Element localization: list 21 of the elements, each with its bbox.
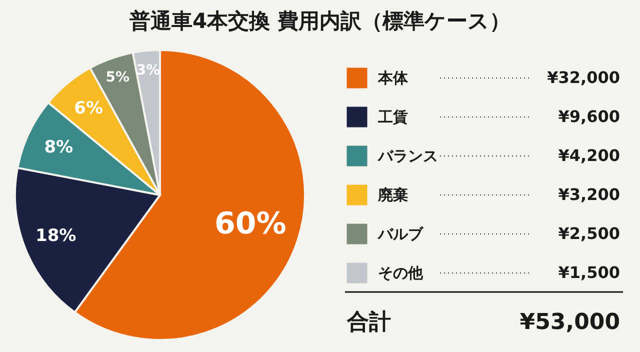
legend-label: バランス xyxy=(377,147,438,165)
legend-label: 廃棄 xyxy=(377,186,408,204)
data-label: 6% xyxy=(74,98,104,119)
text: ¥32,000 xyxy=(547,68,620,87)
text: ¥53,000 xyxy=(520,310,620,335)
legend-label: バルブ xyxy=(377,225,424,243)
data-label: 3% xyxy=(136,62,160,79)
data-label: 18% xyxy=(36,226,76,246)
legend-label: 本体 xyxy=(377,69,409,87)
data-label: 60% xyxy=(214,206,286,242)
legend-label: 工賃 xyxy=(377,108,408,126)
text: ¥4,200 xyxy=(558,146,620,165)
data-label: 8% xyxy=(44,137,74,158)
text: ¥1,500 xyxy=(558,263,620,282)
text: 合計 xyxy=(346,310,391,335)
data-label: 5% xyxy=(106,69,130,86)
text: ¥3,200 xyxy=(558,185,620,204)
text: ¥2,500 xyxy=(558,224,620,243)
text: ¥9,600 xyxy=(558,107,620,126)
legend-label: その他 xyxy=(378,264,424,282)
chart-title: 普通車4本交換 費用内訳（標準ケース） xyxy=(128,9,510,33)
